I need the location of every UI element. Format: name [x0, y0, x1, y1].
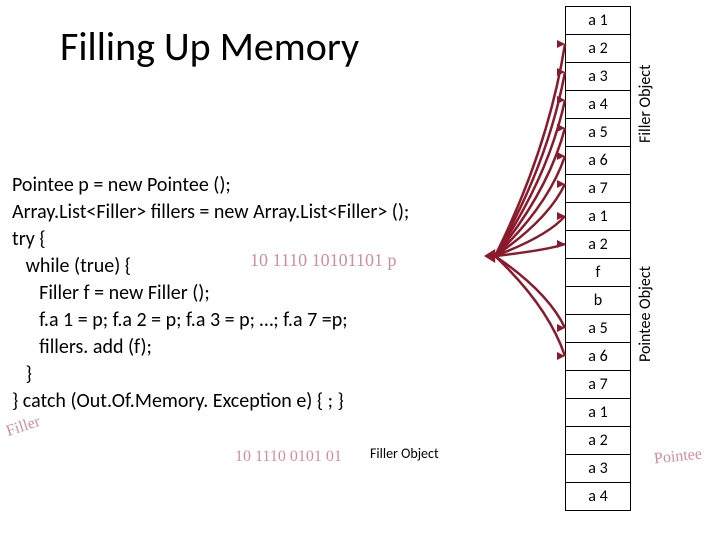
memory-cell: a 5 [566, 119, 631, 147]
memory-cell: b [566, 287, 631, 315]
memory-cell: a 3 [566, 455, 631, 483]
annotation-scribble-1: 10 1110 10101101 p [250, 250, 397, 271]
memory-cell: f [566, 259, 631, 287]
annotation-scribble-2: 10 1110 0101 01 [235, 448, 342, 466]
memory-cell: a 4 [566, 483, 631, 511]
annotation-filler-word: Filler [4, 413, 43, 441]
memory-cell: a 1 [566, 203, 631, 231]
pointee-object-vlabel: Pointee Object [638, 230, 654, 398]
filler-object-vlabel: Filler Object [638, 34, 654, 174]
memory-cell: a 7 [566, 371, 631, 399]
memory-cell: a 6 [566, 343, 631, 371]
filler-object-inline-label: Filler Object [370, 445, 439, 462]
memory-cell: a 6 [566, 147, 631, 175]
memory-cell: a 3 [566, 63, 631, 91]
annotation-pointee-word: Pointee [653, 446, 703, 469]
code-block: Pointee p = new Pointee (); Array.List<F… [12, 172, 409, 415]
memory-cell: a 1 [566, 7, 631, 35]
memory-cell: a 7 [566, 175, 631, 203]
page-title: Filling Up Memory [60, 22, 359, 71]
memory-cell: a 2 [566, 35, 631, 63]
memory-cell: a 5 [566, 315, 631, 343]
memory-cell: a 4 [566, 91, 631, 119]
memory-table: a 1a 2a 3a 4a 5a 6a 7a 1a 2fba 5a 6a 7a … [565, 6, 631, 511]
memory-cell: a 2 [566, 427, 631, 455]
memory-cell: a 2 [566, 231, 631, 259]
slide: Filling Up Memory Pointee p = new Pointe… [0, 0, 720, 540]
memory-cell: a 1 [566, 399, 631, 427]
